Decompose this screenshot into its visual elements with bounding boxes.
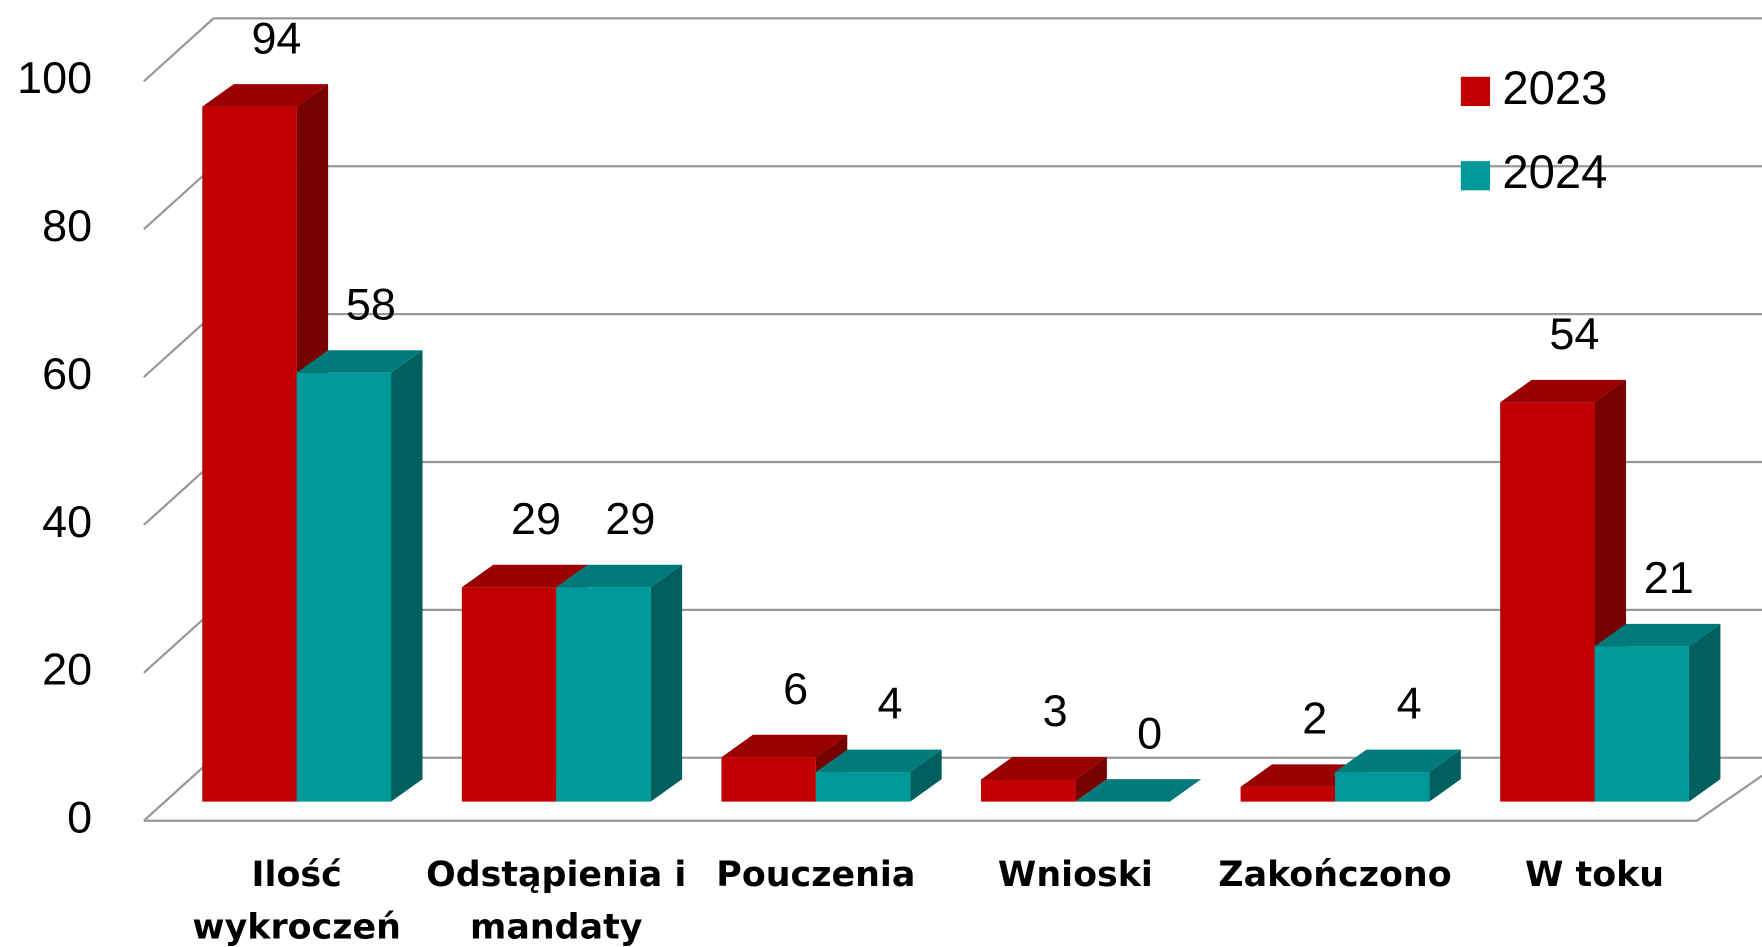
bar	[556, 564, 683, 802]
y-tick-label: 0	[67, 792, 92, 843]
bar	[1240, 786, 1335, 802]
y-tick-label: 60	[42, 348, 92, 399]
value-label: 58	[346, 278, 396, 329]
bar-side	[1688, 623, 1721, 802]
floor	[143, 774, 1762, 822]
x-label-box: Zakończono	[1218, 854, 1452, 895]
value-label: 21	[1644, 552, 1694, 603]
bar-side	[1429, 749, 1461, 802]
x-tick-label: Ilość wykroczeń	[192, 854, 401, 947]
bar	[296, 350, 423, 802]
bar-top	[1500, 379, 1627, 403]
value-label: 4	[877, 678, 902, 729]
bar	[296, 372, 392, 802]
bar	[1334, 772, 1430, 802]
legend-label: 2023	[1502, 62, 1607, 115]
x-tick-label: Odstąpienia i mandaty	[426, 854, 687, 947]
value-label: 4	[1397, 678, 1422, 729]
bar	[461, 587, 557, 802]
bar	[981, 756, 1107, 802]
grid-diagonal	[143, 165, 215, 231]
value-label: 6	[783, 663, 808, 714]
x-label-box: Pouczenia	[716, 854, 916, 895]
grid-diagonal	[143, 313, 215, 378]
bar-top	[556, 564, 683, 588]
value-label: 3	[1043, 685, 1068, 736]
x-tick-label: W toku	[1524, 854, 1665, 895]
bar-side	[650, 564, 683, 802]
bar	[1075, 779, 1202, 802]
y-tick-label: 80	[42, 200, 92, 251]
x-tick-label: Zakończono	[1218, 854, 1452, 895]
grid-diagonal	[143, 756, 215, 822]
bar-top	[981, 756, 1107, 780]
bar-top	[1594, 623, 1721, 647]
value-label: 2	[1302, 693, 1327, 744]
bar-side	[910, 749, 942, 802]
x-label-box: W toku	[1524, 854, 1665, 895]
value-label: 29	[511, 493, 561, 544]
bar	[1594, 623, 1721, 802]
bar-top	[202, 84, 329, 107]
bar	[1500, 402, 1595, 802]
legend-swatch	[1460, 161, 1491, 191]
bar	[981, 779, 1076, 802]
bar-top	[461, 564, 588, 588]
value-label: 29	[605, 493, 655, 544]
grid-diagonal	[143, 17, 215, 83]
x-tick-label: Wnioski	[997, 854, 1153, 895]
legend-label: 2024	[1502, 146, 1607, 199]
x-label-box: Ilość wykroczeń	[192, 854, 401, 947]
value-label: 94	[251, 12, 301, 63]
bar-top	[296, 350, 423, 373]
x-label-box: Odstąpienia i mandaty	[426, 854, 687, 947]
bar	[815, 772, 911, 802]
bar	[556, 587, 651, 802]
bar	[721, 757, 816, 802]
bar-side	[391, 350, 423, 802]
bar-top	[815, 749, 942, 773]
x-tick-label: Pouczenia	[716, 854, 916, 895]
bar	[815, 749, 942, 802]
y-tick-label: 20	[42, 644, 92, 695]
x-label-box: Wnioski	[997, 854, 1153, 895]
y-tick-label: 40	[42, 496, 92, 547]
grid-diagonal	[143, 609, 215, 674]
bar-top	[1334, 749, 1461, 773]
bar-top	[721, 734, 848, 758]
grid-diagonal	[143, 461, 215, 526]
bar	[1334, 749, 1461, 802]
value-label: 54	[1549, 308, 1599, 359]
bar-side	[1075, 756, 1107, 802]
y-tick-label: 100	[17, 52, 92, 103]
value-label: 0	[1137, 707, 1162, 758]
bar	[202, 106, 297, 802]
bar-top	[1075, 779, 1202, 802]
legend-swatch	[1460, 76, 1491, 107]
bar-top	[1240, 764, 1367, 787]
bar	[1594, 646, 1689, 802]
